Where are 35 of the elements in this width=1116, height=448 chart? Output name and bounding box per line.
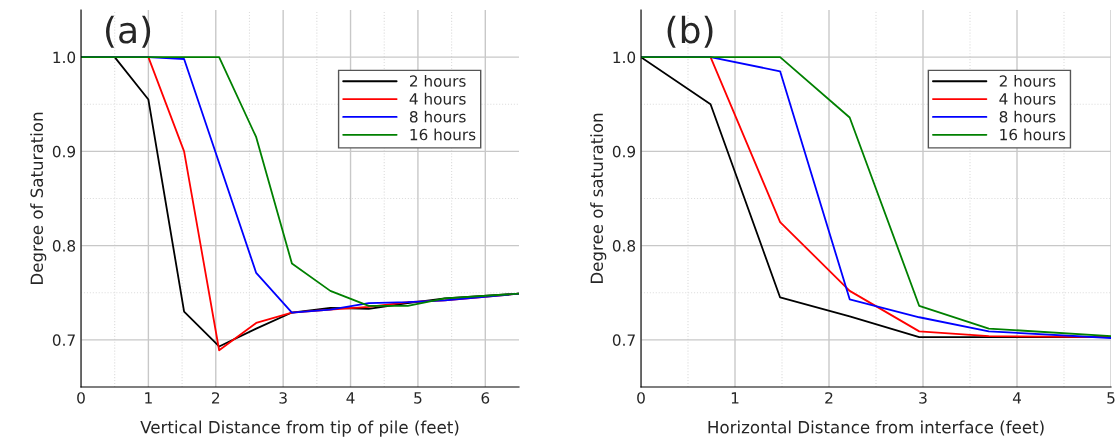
annotation: (b) (667, 15, 713, 48)
x-tick-label: 1 (145, 392, 152, 404)
annotation: (a) (106, 15, 151, 48)
x-tick-label: 0 (77, 392, 85, 404)
legend-label: 2 hours (999, 75, 1056, 87)
legend-label: 4 hours (999, 92, 1056, 105)
legend-label: 16 hours (1000, 128, 1066, 141)
y-tick-label: 0.9 (52, 145, 76, 158)
x-tick-label: 0 (637, 392, 645, 404)
y-axis-title: Degree of Saturation (30, 112, 47, 284)
y-tick-label: 0.8 (52, 240, 76, 252)
y-tick-label: 0.7 (612, 334, 635, 346)
y-axis-title: Degree of saturation (590, 113, 607, 284)
y-tick-label: 0.9 (612, 145, 636, 158)
y-tick-label: 1.0 (53, 51, 76, 64)
x-tick-label: 3 (919, 392, 927, 404)
legend-label: 16 hours (410, 128, 476, 141)
x-tick-label: 4 (346, 392, 355, 404)
y-tick-label: 1.0 (613, 51, 636, 64)
x-axis-title: Horizontal Distance from interface (feet) (708, 420, 1044, 436)
y-tick-label: 0.7 (52, 334, 75, 346)
x-tick-label: 1 (731, 392, 739, 404)
x-tick-label: 2 (212, 392, 220, 404)
x-axis-title: Vertical Distance from tip of pile (feet) (140, 420, 459, 437)
x-tick-label: 2 (825, 392, 833, 404)
legend-label: 4 hours (409, 92, 466, 105)
x-tick-label: 5 (414, 392, 422, 404)
legend-label: 2 hours (409, 75, 466, 87)
x-tick-label: 6 (481, 392, 490, 404)
y-tick-label: 0.8 (612, 240, 636, 252)
legend-label: 8 hours (999, 110, 1056, 123)
legend-label: 8 hours (409, 110, 466, 123)
x-tick-label: 4 (1012, 392, 1021, 404)
x-tick-label: 3 (279, 392, 287, 404)
x-tick-label: 5 (1107, 392, 1115, 404)
